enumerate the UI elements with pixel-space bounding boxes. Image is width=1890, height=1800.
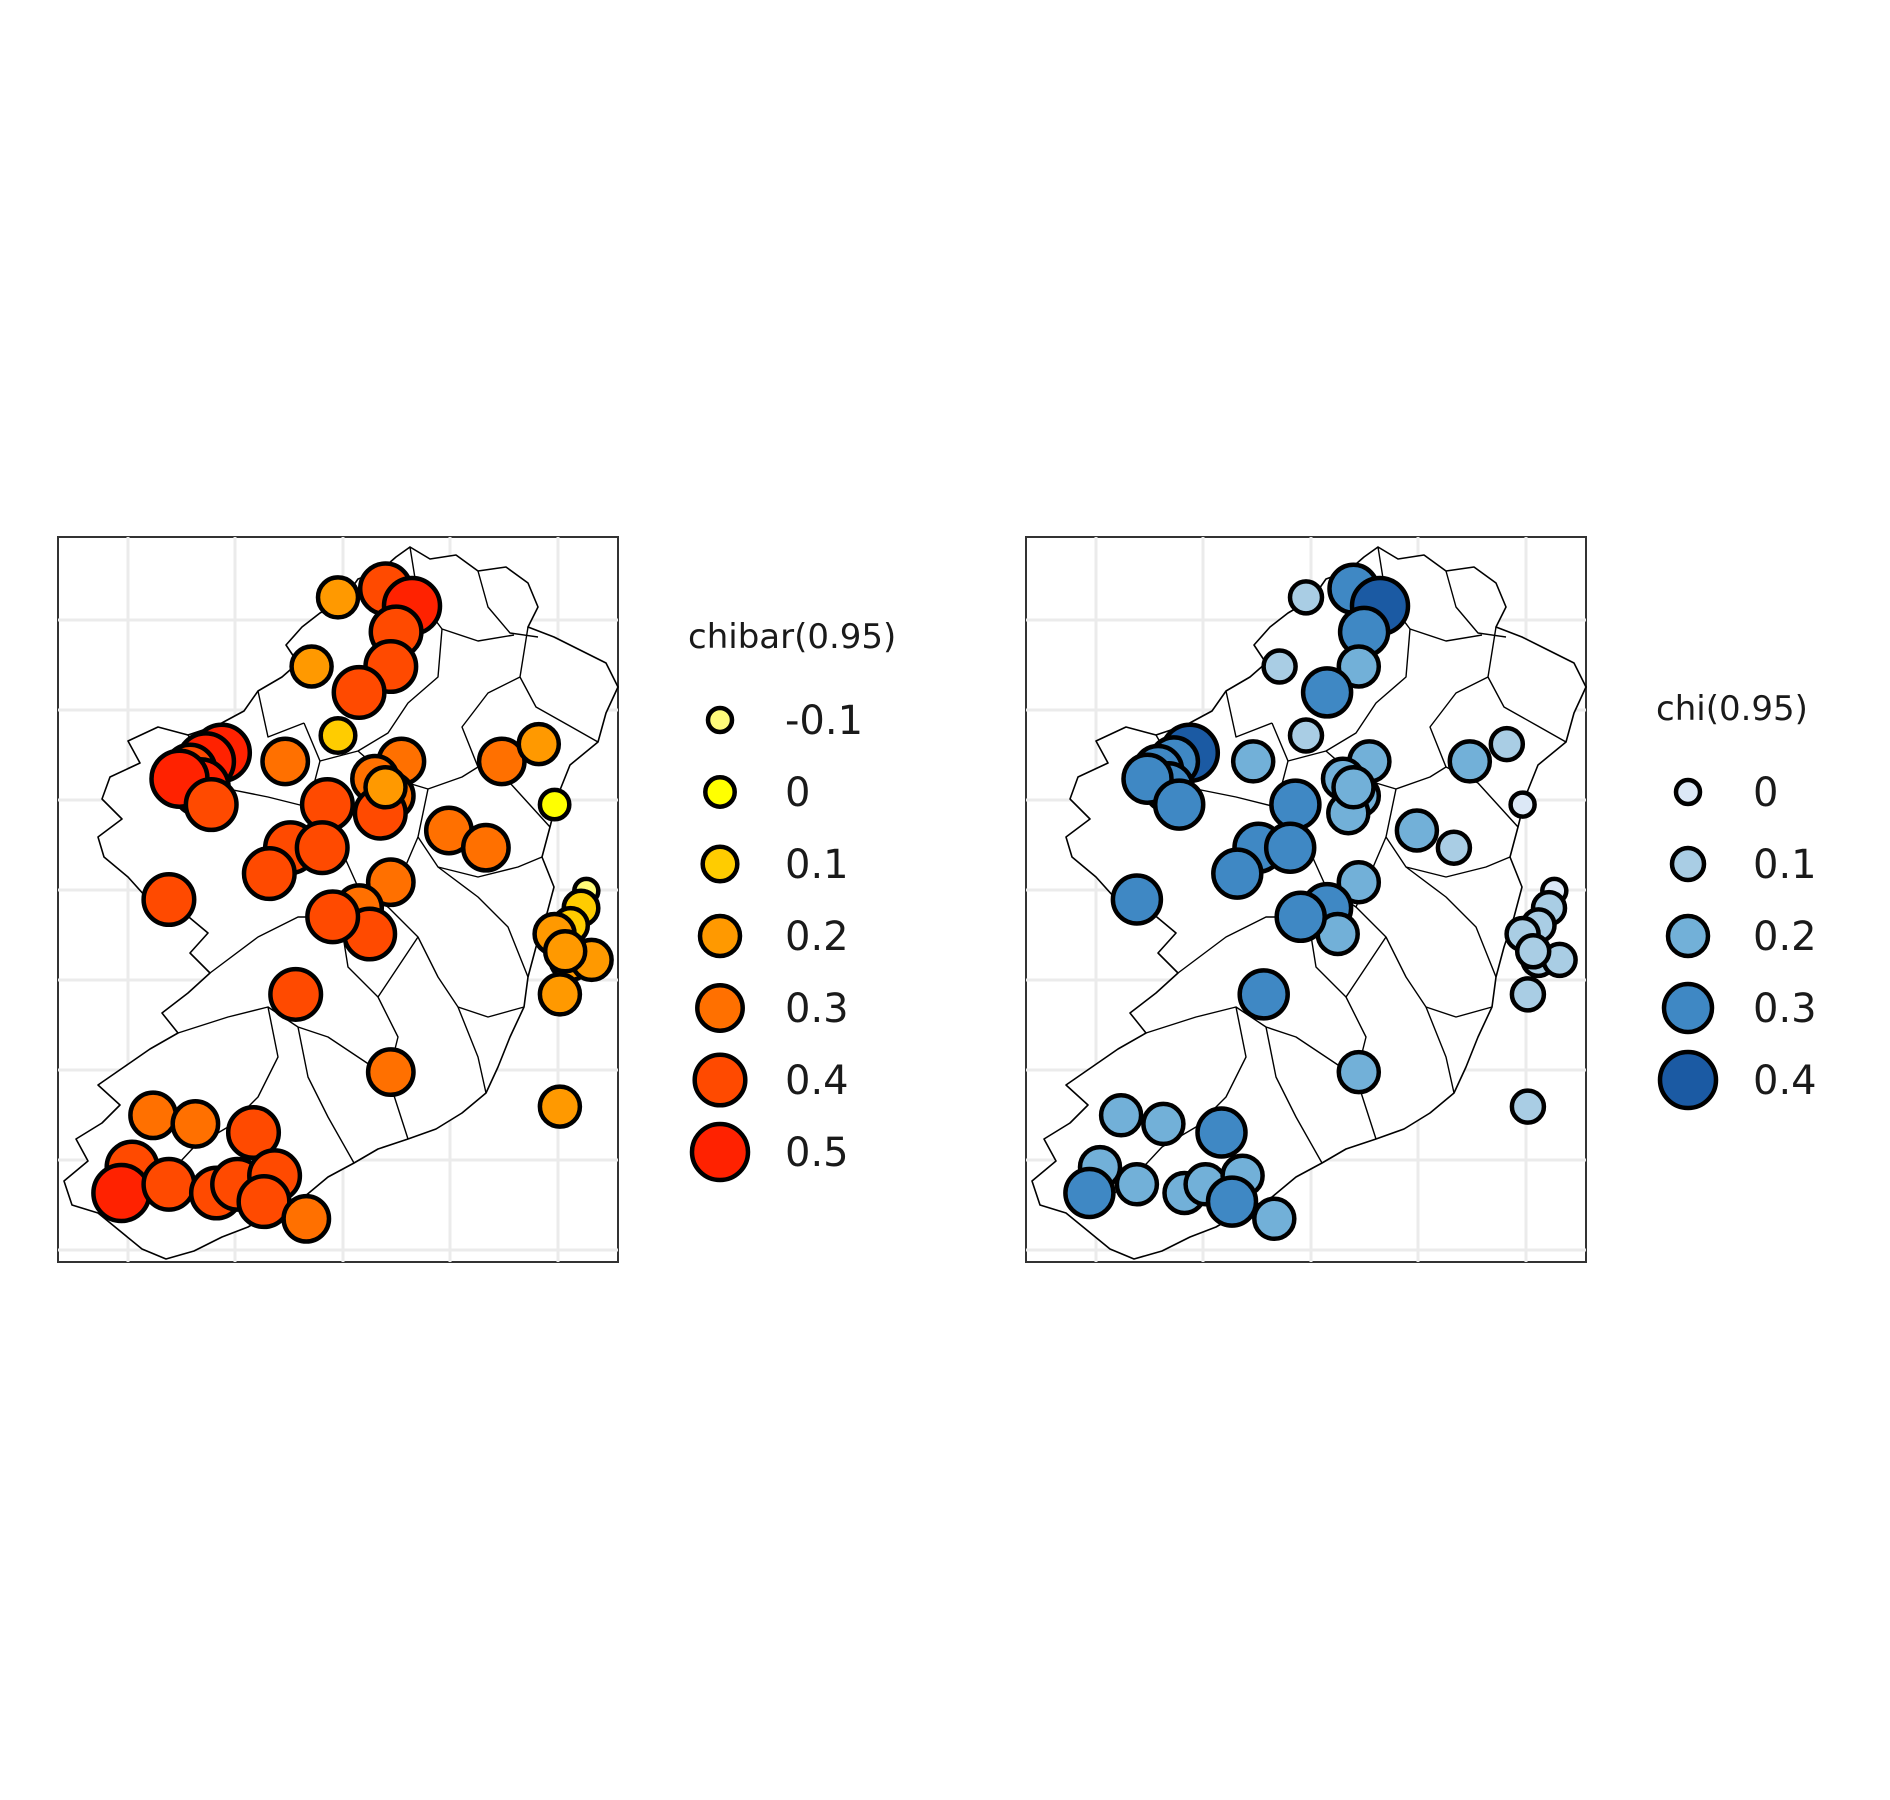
chi-station-point: [1252, 1196, 1297, 1242]
chi-station-point: [1261, 648, 1298, 685]
chi-station-point: [1211, 847, 1264, 900]
chi-station-point: [1509, 976, 1547, 1013]
chi-station-point: [1237, 968, 1290, 1021]
chi-station-point: [1287, 717, 1325, 754]
chibar-legend-key: [700, 844, 740, 884]
chibar-station-point: [537, 1084, 583, 1129]
chibar-station-point: [363, 765, 408, 810]
chi-station-point: [1336, 644, 1382, 689]
chi-legend-key: [1661, 981, 1715, 1035]
chi-station-point: [1230, 739, 1276, 784]
chi-legend: 0 0.1 0.2 0.3 0.4: [1657, 770, 1817, 1111]
chibar-station-point: [289, 644, 334, 689]
chi-legend-label: 0.4: [1753, 1058, 1817, 1104]
chibar-station-point: [542, 929, 588, 974]
chi-legend-key: [1657, 1049, 1719, 1111]
chi-legend-key: [1673, 777, 1703, 807]
chibar-legend-label: 0.4: [785, 1058, 849, 1104]
chibar-station-point: [318, 715, 358, 756]
chibar-station-point: [141, 871, 197, 928]
chibar-legend-key: [695, 983, 745, 1033]
chi-station-point: [1098, 1093, 1144, 1138]
chi-station-point: [1063, 1166, 1116, 1220]
chi-station-point: [1336, 1049, 1382, 1095]
chibar-legend-key: [703, 775, 737, 809]
chi-legend-label: 0.2: [1753, 914, 1817, 960]
chibar-legend-label: 0.3: [785, 986, 849, 1032]
chibar-legend-key: [697, 913, 743, 959]
chi-stations: [1063, 562, 1578, 1242]
chibar-station-point: [365, 1047, 416, 1098]
chibar-panel: chibar(0.95) -0.1 0 0.1 0.2 0.3 0.4 0.5: [57, 536, 896, 1263]
chibar-station-point: [281, 1193, 332, 1244]
chi-station-point: [1287, 579, 1325, 616]
chi-station-point: [1269, 778, 1322, 831]
chi-station-point: [1435, 829, 1473, 866]
chibar-station-point: [268, 966, 324, 1022]
chibar-legend-label: 0.5: [785, 1130, 849, 1176]
chi-legend-label: 0.3: [1753, 986, 1817, 1032]
chibar-legend-label: -0.1: [785, 698, 863, 744]
chibar-stations: [91, 561, 614, 1244]
chi-station-point: [1110, 873, 1164, 926]
chi-station-point: [1514, 933, 1552, 970]
chi-legend-key: [1669, 845, 1707, 883]
chibar-station-point: [460, 822, 511, 873]
chi-station-point: [1509, 1088, 1547, 1125]
chi-station-point: [1336, 859, 1382, 905]
chibar-station-point: [537, 972, 583, 1017]
chibar-station-point: [225, 1104, 282, 1161]
chi-legend-label: 0: [1753, 770, 1778, 816]
chibar-station-point: [331, 664, 387, 720]
chibar-station-point: [476, 736, 527, 787]
chi-station-point: [1508, 790, 1537, 819]
chibar-station-point: [305, 889, 361, 945]
chi-station-point: [1152, 778, 1206, 831]
chi-legend-title: chi(0.95): [1656, 689, 1808, 729]
chi-station-point: [1394, 808, 1440, 853]
chibar-station-point: [241, 846, 297, 902]
chibar-station-point: [516, 721, 562, 767]
chi-legend-label: 0.1: [1753, 842, 1817, 888]
chi-station-point: [1300, 666, 1354, 719]
chi-panel: chi(0.95) 0 0.1 0.2 0.3 0.4: [1025, 536, 1817, 1263]
chibar-station-point: [91, 1162, 152, 1224]
chibar-legend-label: 0: [785, 770, 810, 816]
chibar-station-point: [170, 1098, 221, 1149]
chi-station-point: [1195, 1106, 1248, 1159]
chi-station-point: [1488, 725, 1526, 763]
chibar-legend: -0.1 0 0.1 0.2 0.3 0.4 0.5: [689, 698, 863, 1183]
chi-station-point: [1114, 1162, 1160, 1207]
chibar-station-point: [294, 820, 350, 876]
chibar-station-point: [315, 575, 361, 620]
chibar-legend-key: [689, 1121, 751, 1183]
chibar-legend-key: [692, 1052, 748, 1108]
chi-station-point: [1205, 1175, 1259, 1228]
chi-station-point: [1331, 765, 1376, 810]
chibar-station-point: [537, 787, 572, 822]
chi-station-point: [1141, 1101, 1186, 1147]
chibar-station-point: [260, 736, 311, 787]
chibar-legend-label: 0.1: [785, 842, 849, 888]
chibar-station-point: [128, 1090, 179, 1141]
chi-station-point: [1447, 739, 1493, 784]
chi-station-point: [1274, 890, 1327, 944]
chibar-legend-key: [705, 705, 735, 735]
chibar-station-point: [365, 857, 416, 908]
chibar-station-point: [141, 1156, 197, 1212]
chi-legend-key: [1665, 913, 1711, 959]
chi-station-point: [1263, 821, 1317, 874]
chibar-legend-label: 0.2: [785, 914, 849, 960]
chibar-station-point: [183, 777, 239, 833]
chibar-legend-title: chibar(0.95): [688, 617, 896, 657]
